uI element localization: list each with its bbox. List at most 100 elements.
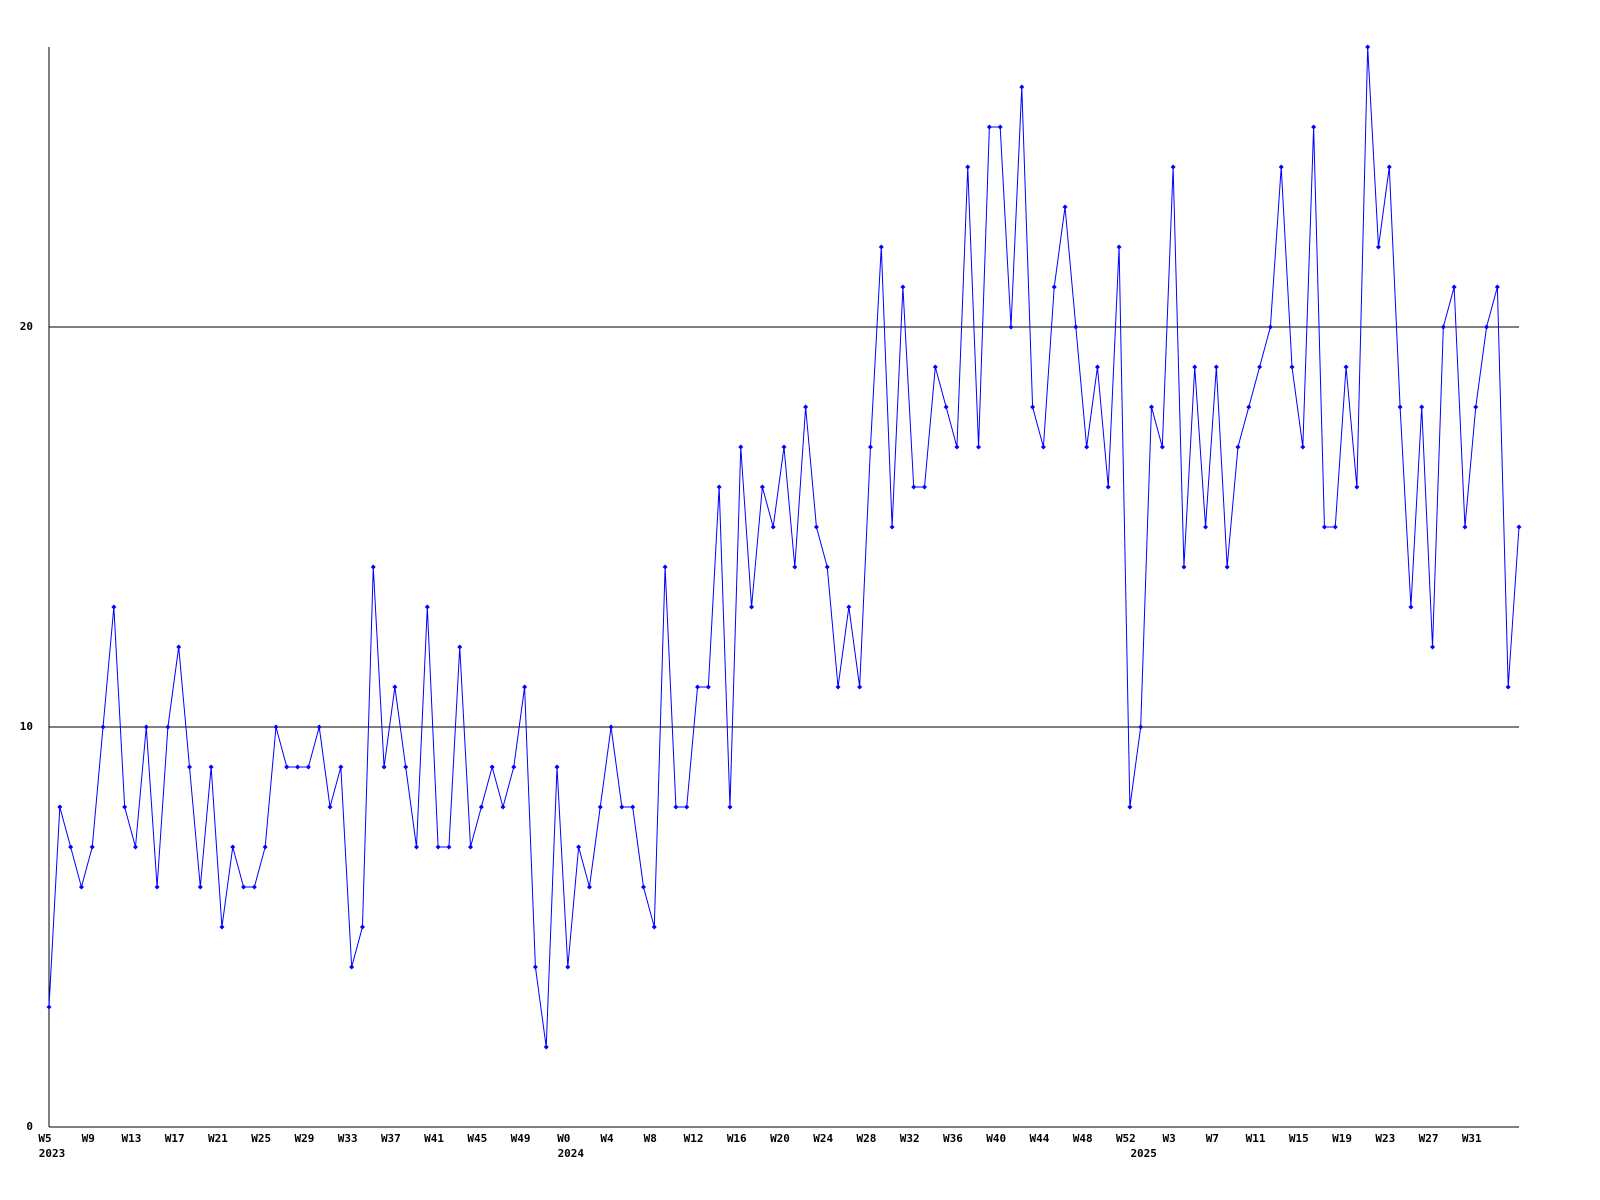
data-point	[1181, 564, 1187, 570]
data-point	[1375, 244, 1381, 250]
x-tick-label: W48	[1073, 1132, 1093, 1145]
data-point	[446, 844, 452, 850]
data-point	[576, 844, 582, 850]
data-point	[759, 484, 765, 490]
x-tick-label: W13	[122, 1132, 142, 1145]
data-point	[316, 724, 322, 730]
data-point	[219, 924, 225, 930]
data-point	[1213, 364, 1219, 370]
x-tick-label: W3	[1162, 1132, 1175, 1145]
data-point	[1159, 444, 1165, 450]
data-point	[370, 564, 376, 570]
data-point	[922, 484, 928, 490]
data-point	[608, 724, 614, 730]
data-point	[435, 844, 441, 850]
data-point	[1397, 404, 1403, 410]
data-point	[154, 884, 160, 890]
x-tick-label: W9	[82, 1132, 95, 1145]
data-point	[122, 804, 128, 810]
data-point	[640, 884, 646, 890]
x-tick-label: W29	[294, 1132, 314, 1145]
data-point	[1354, 484, 1360, 490]
data-point	[359, 924, 365, 930]
data-point	[1094, 364, 1100, 370]
data-point	[403, 764, 409, 770]
data-point	[597, 804, 603, 810]
data-point	[1462, 524, 1468, 530]
data-point	[1040, 444, 1046, 450]
x-tick-label: W21	[208, 1132, 228, 1145]
data-point	[46, 1004, 52, 1010]
x-tick-label: W41	[424, 1132, 444, 1145]
x-tick-label: W33	[338, 1132, 358, 1145]
data-point	[651, 924, 657, 930]
data-point	[468, 844, 474, 850]
x-tick-label: W12	[684, 1132, 704, 1145]
data-point	[1494, 284, 1500, 290]
data-point	[1246, 404, 1252, 410]
data-point	[424, 604, 430, 610]
data-point	[857, 684, 863, 690]
data-point	[900, 284, 906, 290]
x-tick-label: W27	[1419, 1132, 1439, 1145]
x-tick-label: W32	[900, 1132, 920, 1145]
data-point	[349, 964, 355, 970]
data-point	[478, 804, 484, 810]
data-point	[414, 844, 419, 850]
data-point	[532, 964, 538, 970]
data-point	[835, 684, 841, 690]
data-point	[1430, 644, 1436, 650]
data-point	[57, 804, 63, 810]
data-point	[803, 404, 809, 410]
data-point	[1224, 564, 1230, 570]
x-tick-label: W28	[857, 1132, 877, 1145]
data-point	[457, 644, 463, 650]
x-tick-label: W17	[165, 1132, 185, 1145]
data-point	[241, 884, 247, 890]
data-point	[684, 804, 690, 810]
data-point	[738, 444, 744, 450]
x-tick-label: W40	[986, 1132, 1006, 1145]
x-tick-label: W5	[38, 1132, 51, 1145]
data-point	[1332, 524, 1338, 530]
data-point	[1289, 364, 1295, 370]
series-line	[48, 46, 1520, 1048]
data-point	[327, 804, 333, 810]
data-point	[1008, 324, 1014, 330]
data-point	[284, 764, 290, 770]
data-point	[943, 404, 949, 410]
x-tick-label: W31	[1462, 1132, 1482, 1145]
data-point	[305, 764, 311, 770]
x-tick-label: W15	[1289, 1132, 1309, 1145]
data-point	[1386, 164, 1392, 170]
y-tick-label: 20	[20, 320, 33, 333]
data-point	[1343, 364, 1349, 370]
data-point	[770, 524, 776, 530]
data-point	[1505, 684, 1511, 690]
data-point	[630, 804, 636, 810]
data-point	[78, 884, 84, 890]
data-point	[165, 724, 171, 730]
data-point	[511, 764, 517, 770]
data-point	[381, 764, 387, 770]
data-point	[197, 884, 203, 890]
data-point	[867, 444, 873, 450]
data-point	[251, 884, 257, 890]
data-point	[230, 844, 236, 850]
data-point	[273, 724, 279, 730]
x-tick-label: W37	[381, 1132, 401, 1145]
data-point	[1062, 204, 1068, 210]
data-point	[954, 444, 960, 450]
x-tick-label: W24	[813, 1132, 833, 1145]
data-point	[1116, 244, 1122, 250]
x-tick-label: W7	[1206, 1132, 1219, 1145]
data-point	[911, 484, 917, 490]
data-point	[187, 764, 193, 770]
data-point	[1278, 164, 1284, 170]
data-point	[749, 604, 755, 610]
data-point	[176, 644, 182, 650]
data-point	[543, 1044, 549, 1050]
data-point	[1019, 84, 1025, 90]
data-point	[111, 604, 117, 610]
